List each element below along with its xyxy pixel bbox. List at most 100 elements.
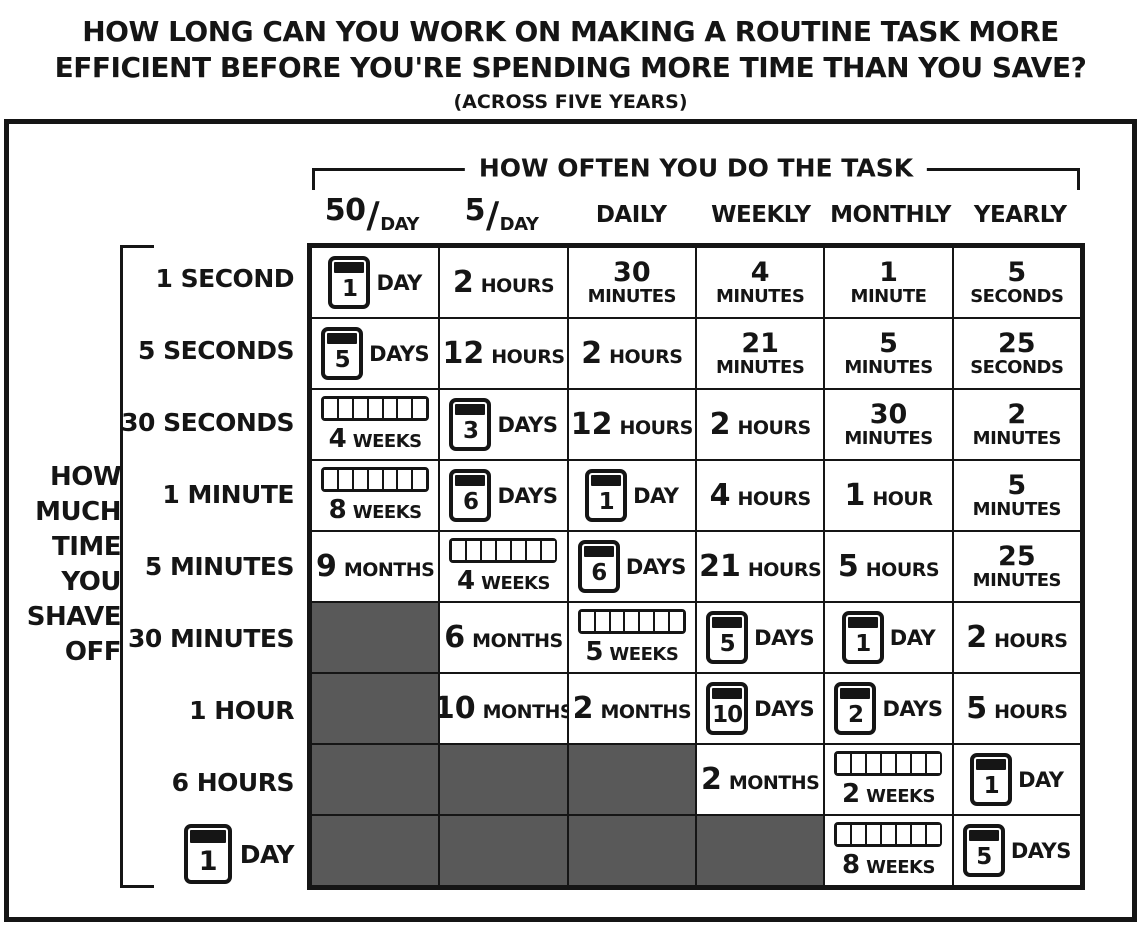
cell-unit: WEEKS bbox=[866, 785, 935, 807]
table-cell: 2 HOURS bbox=[439, 247, 568, 318]
table-cell: 5 MINUTES bbox=[824, 318, 953, 389]
cell-number: 4 bbox=[328, 423, 347, 454]
row-label-6-hours: 6 HOURS bbox=[119, 746, 307, 818]
cell-number: 21 bbox=[699, 549, 741, 584]
table-cell-blocked bbox=[311, 744, 440, 815]
row-label-text: 1 SECOND bbox=[155, 264, 295, 294]
cell-value: 2 HOURS bbox=[581, 336, 683, 371]
row-label-1-second: 1 SECOND bbox=[119, 243, 307, 315]
calendar-top-bar-icon bbox=[591, 475, 622, 486]
table-cell: 6 MONTHS bbox=[439, 602, 568, 673]
table-cell: 2 WEEKS bbox=[824, 744, 953, 815]
cell-unit: DAYS bbox=[754, 625, 815, 650]
fraction-denominator: DAY bbox=[380, 213, 419, 235]
cell-unit: MONTHS bbox=[600, 701, 692, 723]
cell-unit: MINUTES bbox=[844, 357, 933, 378]
column-axis-bracket: HOW OFTEN YOU DO THE TASK bbox=[312, 153, 1080, 190]
week-strip-segment bbox=[368, 398, 382, 418]
cell-unit: HOURS bbox=[737, 417, 811, 439]
cell-value: 2 WEEKS bbox=[834, 750, 943, 809]
cell-unit: MONTHS bbox=[472, 630, 563, 652]
table-cell: 1 DAY bbox=[567, 460, 696, 531]
cell-number: 1 bbox=[844, 478, 866, 513]
table-cell: 10 MONTHS bbox=[439, 673, 568, 744]
table-cell: 1 DAY bbox=[824, 602, 953, 673]
table-cell-blocked bbox=[311, 673, 440, 744]
cell-number: 5 bbox=[1007, 257, 1027, 288]
table-cell: 9 MONTHS bbox=[311, 531, 440, 602]
week-strip-segment bbox=[452, 540, 466, 560]
cell-unit: HOURS bbox=[491, 346, 565, 368]
cell-number: 2 bbox=[842, 778, 861, 809]
cell-value: 5 MINUTES bbox=[973, 472, 1062, 519]
week-strip-segment bbox=[669, 611, 683, 631]
row-label-text: 30 SECONDS bbox=[121, 408, 294, 438]
cell-unit: SECONDS bbox=[970, 286, 1064, 307]
cell-value: 2 HOURS bbox=[710, 407, 812, 442]
week-strip-segment bbox=[625, 611, 639, 631]
table-cell: 8 WEEKS bbox=[311, 460, 440, 531]
cell-unit: WEEKS bbox=[352, 430, 422, 452]
table-cell: 5 MINUTES bbox=[952, 460, 1081, 531]
calendar-day-number: 6 bbox=[591, 560, 607, 586]
table-cell-blocked bbox=[439, 744, 568, 815]
week-strip-segment bbox=[882, 824, 895, 844]
cell-number: 4 bbox=[750, 257, 770, 288]
cell-unit: MINUTES bbox=[715, 357, 805, 378]
cell-number: 30 bbox=[613, 257, 651, 288]
table-cell: 5 DAYS bbox=[695, 602, 825, 673]
table-cell: 5 WEEKS bbox=[567, 602, 696, 673]
cell-number: 12 bbox=[570, 407, 613, 442]
cell-value: 1 MINUTE bbox=[851, 259, 927, 306]
cell-unit: MINUTES bbox=[844, 428, 933, 449]
cell-number: 12 bbox=[442, 336, 485, 371]
week-count: 4 WEEKS bbox=[329, 424, 422, 454]
cell-value: 6 MONTHS bbox=[444, 620, 563, 655]
row-label-text: 30 MINUTES bbox=[127, 623, 295, 653]
week-count: 2 WEEKS bbox=[842, 779, 935, 809]
cell-unit: MONTHS bbox=[343, 559, 435, 581]
row-label-1-hour: 1 HOUR bbox=[119, 674, 307, 746]
week-count: 8 WEEKS bbox=[329, 495, 422, 525]
week-strip-segment bbox=[837, 753, 851, 773]
table-cell: 1 HOUR bbox=[824, 460, 953, 531]
week-strip-segment bbox=[911, 824, 925, 844]
row-axis-title: HOW MUCH TIME YOU SHAVE OFF bbox=[17, 460, 122, 670]
cell-value: 5 HOURS bbox=[966, 691, 1068, 726]
calendar-icon: 1 bbox=[328, 256, 371, 309]
cell-value: 25 MINUTES bbox=[973, 543, 1062, 590]
cell-value: 5 WEEKS bbox=[577, 608, 686, 667]
fraction-slash: / bbox=[366, 194, 380, 236]
row-axis-title-line: MUCH bbox=[35, 497, 121, 527]
calendar-day-number: 1 bbox=[341, 276, 358, 302]
table-cell: 2 HOURS bbox=[567, 318, 696, 389]
column-header-daily: DAILY bbox=[595, 202, 667, 228]
cell-value: 9 MONTHS bbox=[316, 549, 435, 584]
cell-value: 25 SECONDS bbox=[970, 328, 1064, 377]
cell-number: 25 bbox=[998, 328, 1036, 359]
cell-number: 1 bbox=[879, 257, 898, 288]
cell-unit: DAY bbox=[1018, 767, 1064, 792]
column-headers: 50/DAY 5/DAY DAILY WEEKLY MONTHLY YEARLY bbox=[307, 190, 1085, 240]
table-cell: 5 HOURS bbox=[952, 673, 1081, 744]
cell-number: 2 bbox=[452, 265, 474, 300]
cell-unit: MINUTES bbox=[587, 286, 677, 307]
calendar-top-bar-icon bbox=[583, 546, 614, 557]
week-strip-segment bbox=[398, 469, 412, 489]
calendar-day-number: 1 bbox=[198, 846, 218, 878]
week-count: 4 WEEKS bbox=[457, 566, 550, 596]
row-label-text: 1 MINUTE bbox=[162, 480, 294, 510]
table-cell: 1 DAY bbox=[952, 744, 1081, 815]
table-cell: 2 HOURS bbox=[695, 389, 825, 460]
cell-value: 2 HOURS bbox=[452, 265, 555, 300]
table-cell: 5 HOURS bbox=[824, 531, 953, 602]
week-strip-segment bbox=[324, 398, 338, 418]
week-strip-segment bbox=[413, 469, 427, 489]
cell-value: 4 WEEKS bbox=[321, 395, 430, 454]
matrix-table: 1 DAY 2 HOURS 30 MINUTES 4 MINUTES 1 MINUTE 5 SECON… bbox=[307, 243, 1085, 890]
cell-value: 12 HOURS bbox=[570, 407, 694, 442]
column-axis-title: HOW OFTEN YOU DO THE TASK bbox=[464, 153, 928, 183]
cell-value: 10 MONTHS bbox=[440, 691, 566, 726]
cell-number: 10 bbox=[440, 691, 476, 726]
